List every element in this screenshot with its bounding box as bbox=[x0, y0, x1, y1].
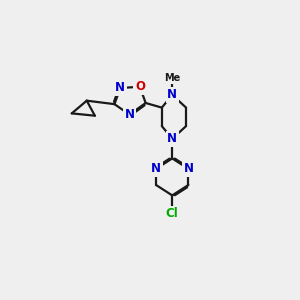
Text: Me: Me bbox=[164, 73, 180, 82]
Text: O: O bbox=[135, 80, 145, 93]
Text: N: N bbox=[167, 88, 177, 101]
Text: N: N bbox=[167, 132, 177, 145]
Text: N: N bbox=[124, 108, 134, 121]
Text: N: N bbox=[115, 82, 125, 94]
Text: Cl: Cl bbox=[166, 207, 178, 220]
Text: N: N bbox=[183, 162, 194, 175]
Text: N: N bbox=[151, 162, 161, 175]
